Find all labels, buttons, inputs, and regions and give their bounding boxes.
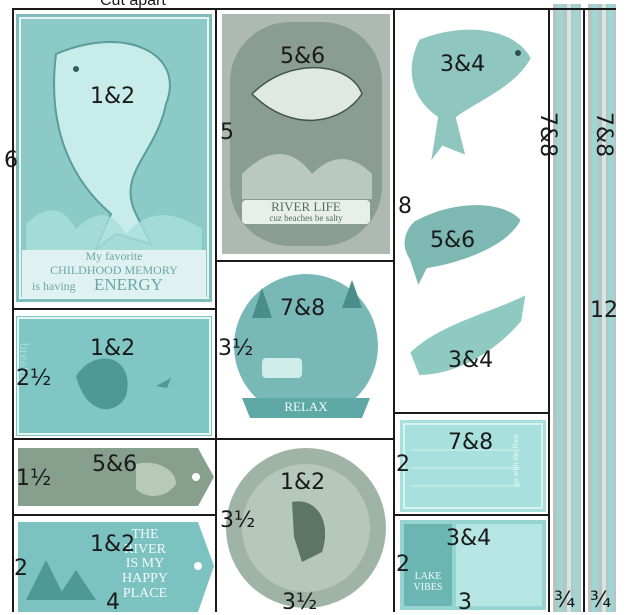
river-life-subtitle: cuz beaches be salty bbox=[269, 213, 343, 223]
label-pair: 5&6 bbox=[280, 44, 326, 69]
label-pair: 1&2 bbox=[280, 470, 326, 495]
label-number: 2 bbox=[14, 556, 28, 581]
label-pair: 7&8 bbox=[535, 112, 560, 158]
label-number: 12 bbox=[590, 298, 618, 323]
cut-line bbox=[394, 514, 549, 516]
cut-line bbox=[12, 514, 216, 516]
go-card: go with the flow bbox=[400, 420, 546, 512]
label-pair: 7&8 bbox=[448, 430, 494, 455]
cut-line bbox=[216, 260, 394, 262]
cut-line bbox=[12, 8, 14, 612]
happy-place-tag: THE RIVER IS MY HAPPY PLACE bbox=[16, 520, 216, 614]
washi-strip-1 bbox=[553, 4, 581, 612]
relax-illustration bbox=[234, 274, 378, 418]
fish-card-line2: CHILDHOOD MEMORY bbox=[50, 263, 178, 277]
label-number: 2½ bbox=[16, 366, 52, 391]
cut-line bbox=[12, 308, 216, 310]
lake-card-illustration bbox=[404, 524, 542, 606]
river-life-illustration bbox=[230, 22, 382, 246]
label-number: 2 bbox=[396, 452, 410, 477]
relax-badge: RELAX bbox=[222, 268, 390, 432]
label-number: 8 bbox=[398, 194, 412, 219]
fish-card-line3: is having bbox=[32, 279, 76, 293]
relax-banner: RELAX bbox=[284, 399, 328, 414]
label-pair: 3&4 bbox=[440, 52, 486, 77]
round-badge bbox=[222, 442, 390, 612]
label-pair: 7&8 bbox=[591, 112, 616, 158]
label-number: 4 bbox=[106, 590, 120, 615]
label-number: 6 bbox=[4, 148, 18, 173]
cut-line bbox=[583, 8, 585, 612]
fish-card-line1: My favorite bbox=[85, 249, 143, 263]
bass-sticker-1 bbox=[398, 8, 544, 193]
label-number: 3½ bbox=[218, 336, 254, 361]
cut-line bbox=[393, 8, 395, 612]
bass-2-illustration bbox=[400, 201, 526, 296]
go-card-lines bbox=[403, 423, 543, 509]
label-pair: 1&2 bbox=[90, 532, 136, 557]
round-badge-illustration bbox=[226, 448, 386, 608]
label-pair: 3&4 bbox=[446, 526, 492, 551]
header-fragment: Cut apart bbox=[100, 0, 166, 9]
label-number: ¾ bbox=[590, 588, 612, 613]
label-number: 3½ bbox=[220, 508, 256, 533]
fish-card-line4: ENERGY bbox=[94, 275, 163, 294]
cut-line bbox=[548, 8, 550, 612]
bass-sticker-3 bbox=[398, 282, 544, 394]
river-life-title: RIVER LIFE bbox=[271, 199, 341, 214]
label-number: 2 bbox=[396, 552, 410, 577]
cut-line bbox=[394, 412, 549, 414]
happy-tag-text: THE RIVER IS MY HAPPY PLACE bbox=[122, 527, 168, 601]
cast-tag-shape bbox=[18, 448, 214, 506]
label-pair: 7&8 bbox=[280, 296, 326, 321]
label-pair: 3&4 bbox=[448, 348, 494, 373]
label-number: 3½ bbox=[282, 590, 318, 615]
fish-card: My favorite CHILDHOOD MEMORY is having E… bbox=[16, 14, 212, 302]
label-number: ¾ bbox=[554, 588, 576, 613]
breathe-card: breathe bbox=[16, 316, 212, 436]
washi-strip-2 bbox=[588, 4, 616, 612]
bass-3-illustration bbox=[405, 288, 531, 380]
happy-tag-shape bbox=[18, 522, 214, 612]
label-pair: 1&2 bbox=[90, 336, 136, 361]
cut-line bbox=[215, 8, 217, 612]
label-number: 5 bbox=[220, 120, 234, 145]
cut-line bbox=[12, 438, 394, 440]
leaping-fish-illustration bbox=[19, 17, 209, 299]
go-card-text: go with the flow bbox=[511, 433, 521, 487]
bass-1-illustration bbox=[407, 25, 536, 170]
cast-tag bbox=[16, 444, 216, 510]
lake-card-text: LAKE VIBES bbox=[413, 571, 443, 593]
river-life-card: RIVER LIFE cuz beaches be salty bbox=[222, 14, 390, 254]
lake-vibes-card: LAKE VIBES bbox=[400, 520, 546, 610]
label-number: 3 bbox=[458, 590, 472, 615]
bass-sticker-2 bbox=[398, 190, 544, 300]
breathe-illustration bbox=[17, 317, 211, 435]
label-pair: 5&6 bbox=[430, 228, 476, 253]
label-number: 1½ bbox=[16, 466, 52, 491]
label-pair: 1&2 bbox=[90, 84, 136, 109]
cut-line bbox=[12, 8, 616, 10]
label-pair: 5&6 bbox=[92, 452, 138, 477]
